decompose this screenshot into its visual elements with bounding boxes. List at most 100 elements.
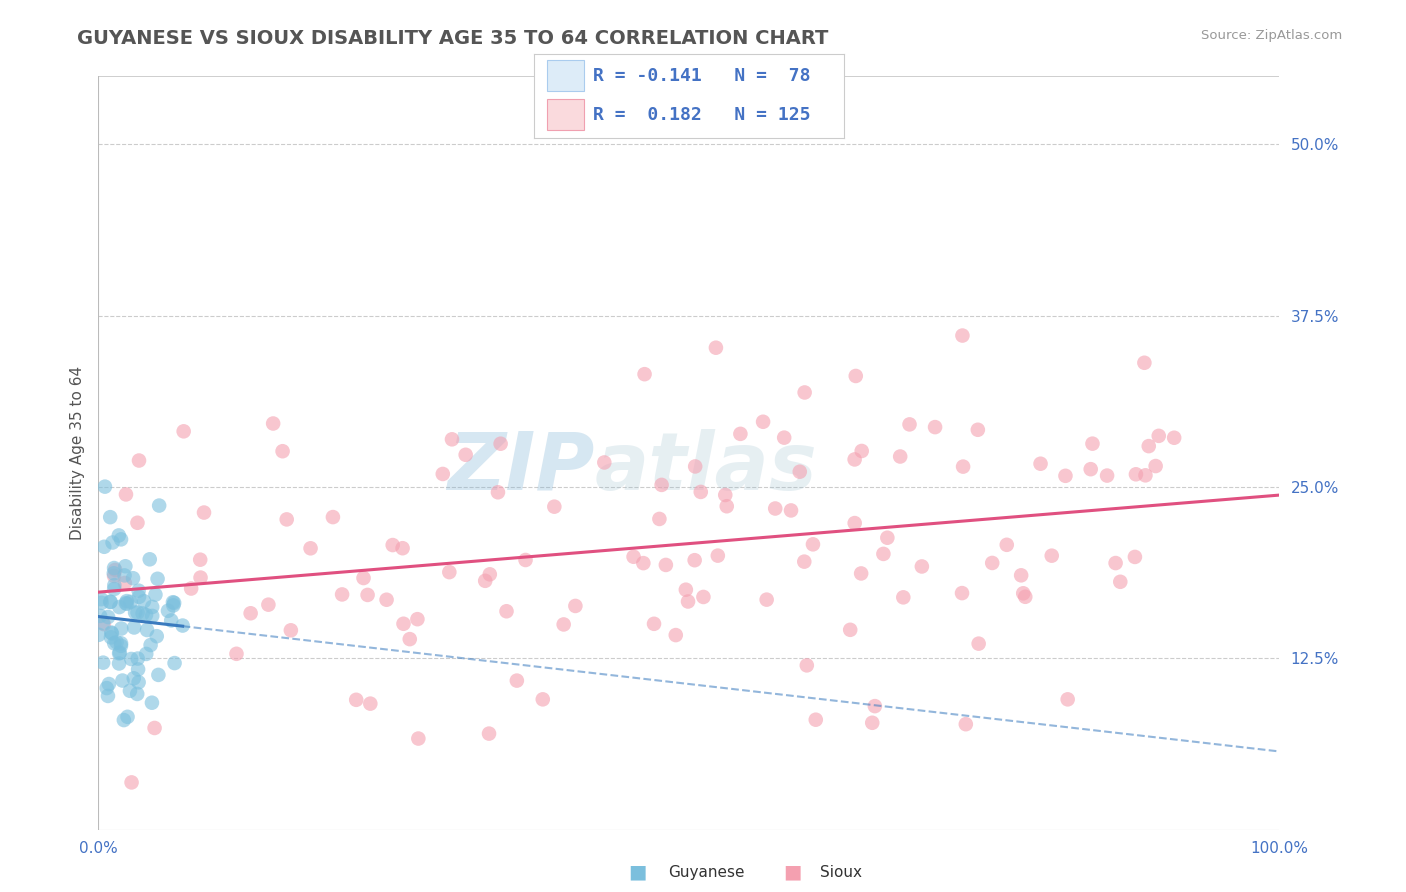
Point (127, 687, 149, 701)
Point (676, 594, 699, 608)
Point (110, 622, 132, 636)
Point (128, 675, 150, 690)
Point (439, 565, 461, 579)
Point (104, 563, 127, 577)
Point (299, 541, 322, 556)
Point (114, 568, 136, 582)
Text: ■: ■ (783, 863, 801, 882)
Point (665, 628, 688, 642)
Point (108, 528, 131, 542)
Point (952, 459, 974, 474)
Point (952, 328, 974, 343)
Point (103, 566, 125, 581)
Point (844, 516, 866, 530)
FancyBboxPatch shape (547, 99, 583, 130)
Point (683, 553, 706, 567)
Point (408, 731, 430, 746)
Point (1133, 356, 1156, 370)
Point (344, 693, 367, 707)
Point (1135, 468, 1157, 483)
Point (392, 616, 415, 631)
Point (651, 478, 673, 492)
Point (100, 631, 122, 645)
Point (763, 501, 786, 516)
Point (100, 625, 122, 640)
Point (633, 367, 655, 381)
Point (124, 606, 146, 620)
Point (128, 590, 150, 604)
Point (789, 465, 811, 479)
Point (145, 588, 167, 602)
Point (924, 420, 946, 434)
Point (1012, 586, 1035, 600)
Point (531, 692, 554, 706)
Point (478, 567, 501, 582)
Point (955, 717, 977, 731)
Point (105, 635, 128, 649)
Point (108, 646, 131, 660)
Point (845, 368, 868, 383)
Point (257, 598, 280, 612)
Point (110, 533, 132, 547)
Point (633, 556, 655, 570)
Point (356, 588, 378, 602)
Point (593, 455, 616, 469)
Point (844, 452, 866, 467)
Point (623, 549, 645, 564)
Text: R =  0.182   N = 125: R = 0.182 N = 125 (593, 105, 810, 123)
FancyBboxPatch shape (547, 61, 583, 91)
Point (730, 426, 752, 441)
Point (162, 595, 184, 609)
Point (90, 592, 112, 607)
Point (193, 506, 215, 520)
Point (564, 599, 586, 613)
Point (139, 638, 162, 652)
Point (432, 467, 454, 481)
Point (136, 623, 159, 637)
Point (128, 583, 150, 598)
Point (87, 628, 110, 642)
Point (981, 556, 1004, 570)
Point (889, 450, 911, 464)
Point (101, 626, 124, 640)
Point (966, 423, 988, 437)
Point (97, 677, 120, 691)
Point (114, 596, 136, 610)
Point (375, 592, 398, 607)
Point (898, 417, 921, 432)
Point (804, 713, 827, 727)
Point (93, 540, 115, 554)
Text: atlas: atlas (595, 429, 817, 507)
Point (707, 549, 730, 563)
Point (406, 612, 429, 626)
Point (872, 547, 894, 561)
Point (1029, 457, 1052, 471)
Point (112, 713, 135, 727)
Point (793, 555, 815, 569)
Point (91, 616, 114, 631)
Text: Guyanese: Guyanese (668, 865, 744, 880)
Point (851, 444, 873, 458)
Point (1080, 462, 1102, 476)
Point (145, 629, 167, 643)
Point (262, 417, 284, 431)
Point (163, 596, 186, 610)
Point (111, 673, 134, 688)
Point (141, 696, 163, 710)
Point (1081, 436, 1104, 450)
Point (454, 448, 477, 462)
Point (190, 571, 212, 585)
Point (141, 608, 163, 623)
Point (115, 487, 138, 501)
Point (96, 681, 118, 695)
Point (752, 415, 775, 429)
Point (773, 431, 796, 445)
Point (127, 662, 149, 676)
Text: GUYANESE VS SIOUX DISABILITY AGE 35 TO 64 CORRELATION CHART: GUYANESE VS SIOUX DISABILITY AGE 35 TO 6… (77, 29, 828, 47)
Point (860, 715, 883, 730)
Point (132, 594, 155, 608)
Point (849, 566, 872, 581)
Point (839, 623, 862, 637)
Point (97, 689, 120, 703)
Point (118, 683, 141, 698)
